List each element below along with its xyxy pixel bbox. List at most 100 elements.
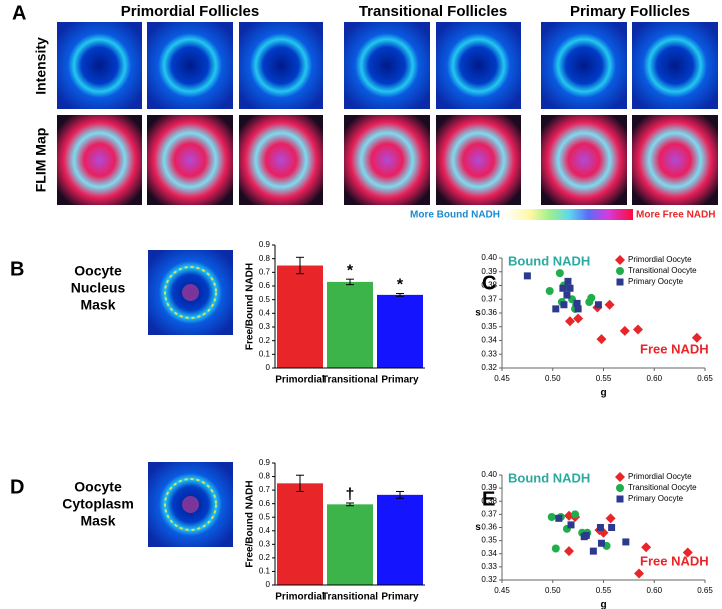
point [573, 313, 584, 324]
colorbar-label: More Bound NADH [410, 210, 500, 221]
y-tick-label: 0.4 [259, 308, 271, 317]
point [547, 513, 556, 521]
annotation: Bound NADH [508, 253, 590, 268]
significance-marker: * [397, 277, 404, 294]
panel-letter: C [482, 272, 496, 294]
y-axis-label: Free/Bound NADH [245, 480, 256, 567]
x-tick-label: 0.65 [697, 374, 713, 383]
point [552, 305, 560, 313]
panel-letter: B [10, 258, 24, 280]
legend-marker [616, 267, 624, 275]
mask-label: Oocyte [74, 479, 122, 495]
x-tick-label: 0.45 [494, 374, 510, 383]
y-tick-label: 0.36 [481, 308, 497, 317]
point [596, 524, 604, 531]
y-tick-label: 0.7 [259, 485, 271, 494]
point [565, 316, 576, 327]
bar [327, 504, 373, 585]
y-tick-label: 0 [266, 363, 271, 372]
row-title: Intensity [33, 37, 49, 95]
mask-label: Mask [80, 297, 115, 313]
annotation: Free NADH [640, 341, 709, 356]
point [563, 546, 574, 557]
point [563, 291, 571, 299]
y-axis-label: s [475, 308, 481, 319]
y-tick-label: 0.5 [259, 295, 271, 304]
oocyte-mask [182, 284, 199, 301]
point [571, 510, 580, 519]
legend-marker [616, 484, 624, 492]
point [567, 521, 575, 529]
y-axis-label: s [475, 522, 481, 533]
y-tick-label: 0.39 [481, 267, 497, 276]
micrograph [632, 115, 718, 205]
y-tick-label: 0.2 [259, 553, 271, 562]
point [691, 332, 702, 343]
x-tick-label: 0.60 [646, 374, 662, 383]
y-tick-label: 0.33 [481, 349, 497, 358]
y-tick-label: 0.9 [259, 458, 271, 467]
panel-letter: D [10, 476, 24, 498]
y-axis-label: Free/Bound NADH [245, 263, 256, 350]
column-title: Primordial Follicles [121, 3, 259, 20]
oocyte-ring [164, 266, 217, 319]
point [641, 542, 652, 553]
y-tick-label: 0.32 [481, 575, 497, 584]
legend-marker [615, 255, 625, 265]
y-tick-label: 0.37 [481, 294, 497, 303]
point [555, 269, 564, 278]
mask-label: Oocyte [74, 263, 122, 279]
micrograph [239, 115, 323, 205]
y-tick-label: 0.3 [259, 539, 271, 548]
x-tick-label: 0.45 [494, 586, 510, 595]
y-tick-label: 0.8 [259, 254, 271, 263]
mask-label: Mask [80, 513, 115, 529]
point [589, 547, 597, 555]
x-tick-label: Primordial [275, 592, 325, 603]
micrograph [541, 115, 627, 205]
x-tick-label: Transitional [322, 375, 378, 386]
bar [377, 494, 423, 585]
x-tick-label: Transitional [322, 592, 378, 603]
legend-marker [616, 495, 624, 503]
legend-label: Transitional Oocyte [628, 483, 697, 492]
micrograph [57, 22, 142, 109]
point [608, 524, 616, 531]
y-tick-label: 0.40 [481, 253, 497, 262]
point [545, 287, 554, 295]
point [523, 272, 531, 280]
micrograph [436, 22, 521, 109]
point [564, 277, 572, 285]
bar [277, 483, 323, 585]
point [551, 544, 560, 553]
point [634, 568, 645, 579]
mask-label: Nucleus [71, 280, 126, 296]
x-tick-label: Primary [381, 592, 419, 603]
micrograph [147, 115, 233, 205]
y-tick-label: 0.34 [481, 336, 497, 345]
point [682, 547, 693, 558]
micrograph [239, 22, 323, 109]
point [622, 538, 630, 546]
y-tick-label: 0.9 [259, 240, 271, 249]
micrograph [344, 115, 430, 205]
micrograph [436, 115, 521, 205]
point [559, 284, 567, 292]
legend-marker [615, 472, 625, 482]
significance-marker: † [346, 486, 355, 503]
point [566, 284, 574, 292]
column-title: Transitional Follicles [359, 3, 507, 20]
x-axis-label: g [600, 600, 606, 609]
point [587, 293, 596, 302]
column-title: Primary Follicles [570, 3, 690, 20]
x-tick-label: 0.55 [596, 374, 612, 383]
y-tick-label: 0.3 [259, 322, 271, 331]
y-tick-label: 0.38 [481, 496, 497, 505]
x-tick-label: Primordial [275, 375, 325, 386]
y-tick-label: 0.33 [481, 562, 497, 571]
panel-letter: E [482, 488, 495, 510]
y-tick-label: 0.37 [481, 509, 497, 518]
x-tick-label: 0.50 [545, 374, 561, 383]
x-tick-label: 0.60 [646, 586, 662, 595]
